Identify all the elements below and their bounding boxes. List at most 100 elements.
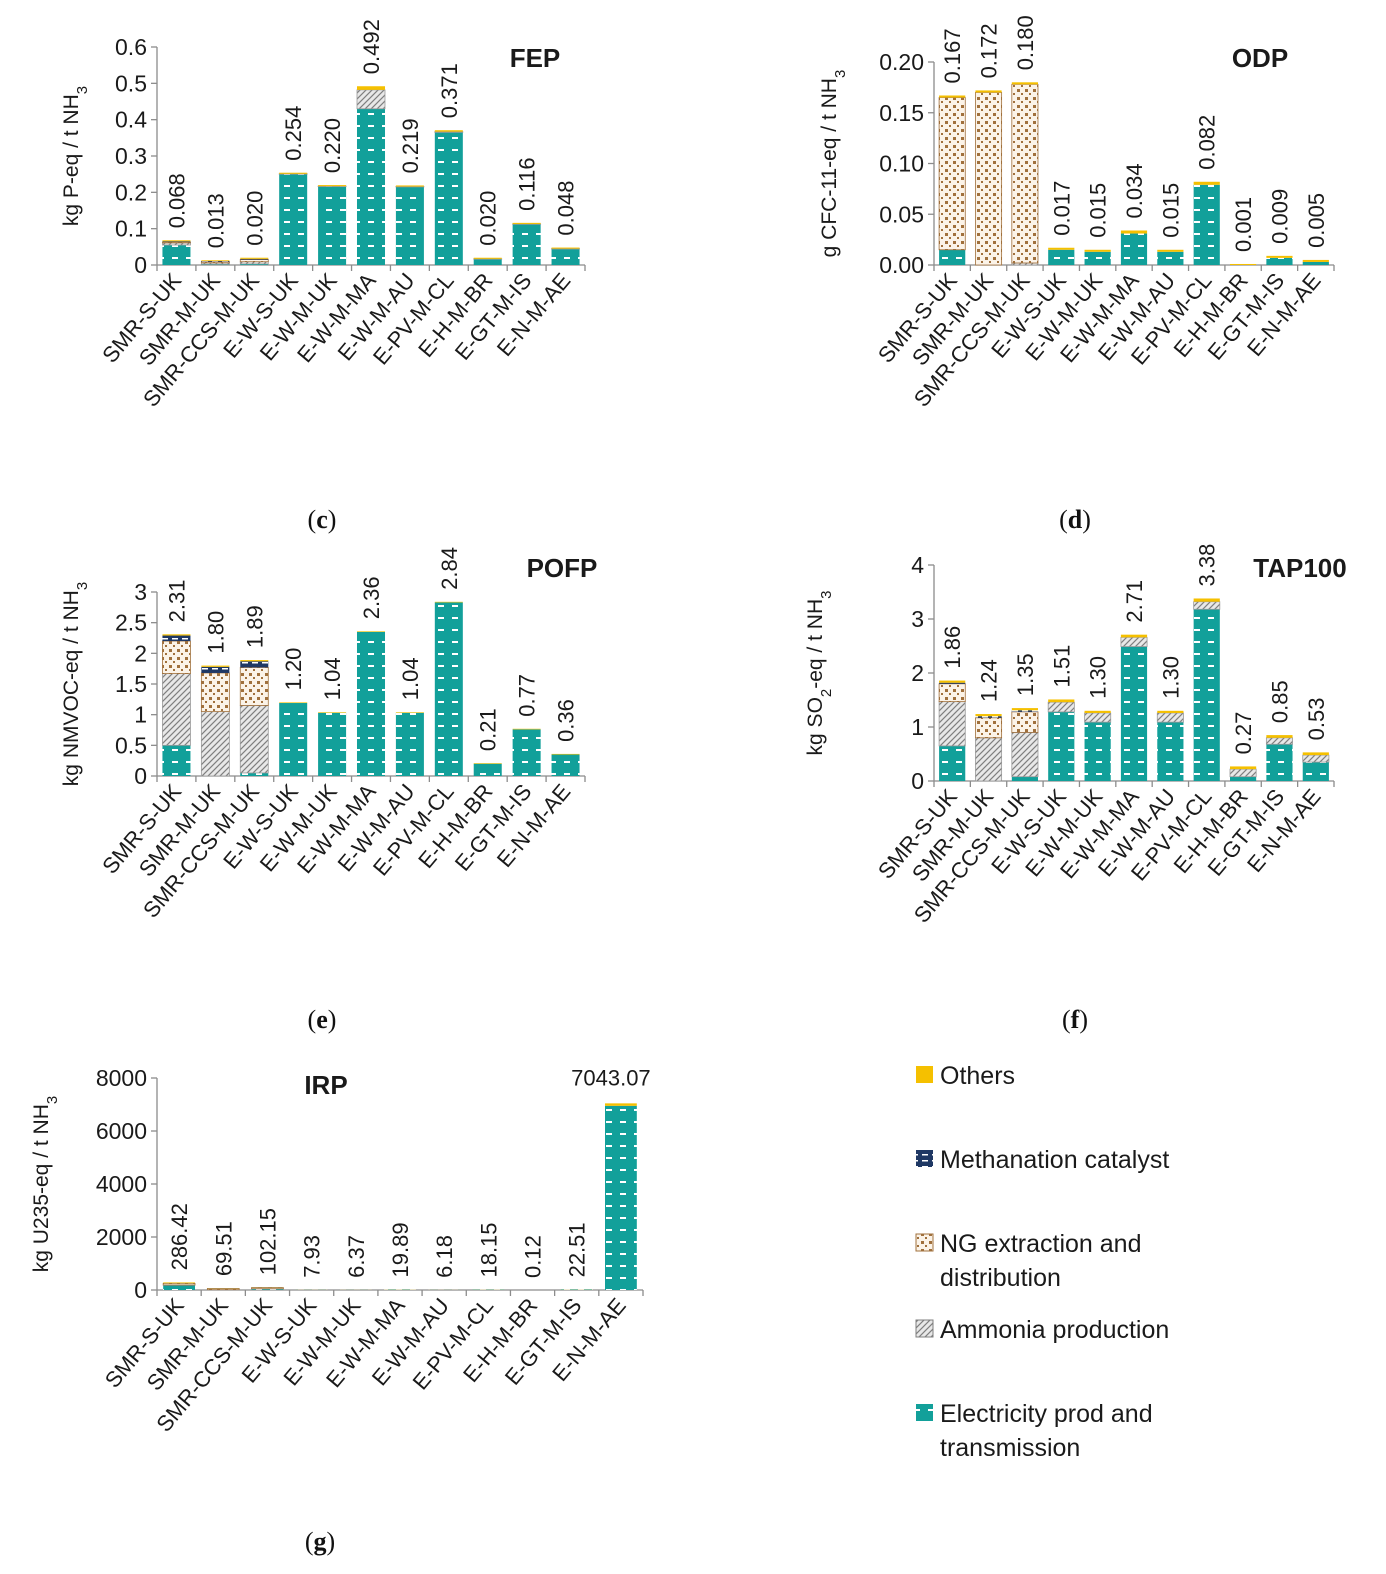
bar-segment-methanation xyxy=(975,716,1002,718)
chart-title: ODP xyxy=(1232,43,1288,73)
bar-segment-electricity xyxy=(240,263,269,265)
bar-segment-ng xyxy=(239,667,269,706)
y-tick-label: 0.15 xyxy=(879,100,924,126)
y-axis-label-subscript: 3 xyxy=(74,582,91,590)
bar-segment-electricity xyxy=(1266,744,1293,781)
y-axis-label-subscript: 3 xyxy=(818,591,835,599)
panel-label-close: ) xyxy=(1079,1005,1088,1034)
chart-odp: 0.000.050.100.150.20 0.167SMR-S-UK0.172SM… xyxy=(818,15,1335,534)
y-tick-label: 0.5 xyxy=(115,70,147,96)
data-label: 1.20 xyxy=(281,648,306,691)
bar-segment-ammonia xyxy=(1229,768,1257,778)
bar-segment-ammonia xyxy=(975,737,1003,782)
y-axis-label-text: kg SO xyxy=(804,697,827,755)
y-tick-label: 2000 xyxy=(96,1224,147,1250)
bar-segment-others xyxy=(1193,598,1220,602)
data-label: 18.15 xyxy=(476,1222,501,1277)
bar-segment-ng xyxy=(1011,711,1039,733)
y-tick-label: 3 xyxy=(911,606,924,632)
bar-segment-ammonia xyxy=(1193,601,1221,610)
y-axis-label: g CFC-11-eq / t NH3 xyxy=(818,70,849,258)
bar-segment-others xyxy=(434,601,463,603)
bar-segment-electricity xyxy=(279,174,308,265)
panel-label-close: ) xyxy=(327,1527,336,1556)
data-label: 0.009 xyxy=(1267,189,1292,244)
panel-label-letter: f xyxy=(1071,1005,1080,1034)
data-label: 1.30 xyxy=(1086,656,1111,699)
bar-segment-electricity xyxy=(162,245,191,265)
bar-segment-ammonia xyxy=(938,701,966,747)
panel-label-close: ) xyxy=(328,505,337,534)
legend-item-electricity: Electricity prod and transmission xyxy=(916,1400,1153,1462)
data-label: 0.36 xyxy=(554,699,579,742)
bar-segment-ng xyxy=(938,97,966,251)
bar-segment-methanation xyxy=(939,682,966,684)
y-tick-label: 0 xyxy=(911,768,924,794)
y-axis-label-text: kg NMVOC-eq / t NH xyxy=(60,590,83,786)
bar-segment-ng xyxy=(200,672,230,713)
data-label: 0.172 xyxy=(977,23,1002,78)
bar-segment-methanation xyxy=(1011,710,1038,712)
data-label: 0.005 xyxy=(1304,193,1329,248)
chart-irp: 02000400060008000286.42SMR-S-UK69.51SMR-… xyxy=(30,1065,651,1556)
bar-segment-ammonia xyxy=(1120,636,1148,647)
bar-segment-methanation xyxy=(162,241,191,243)
bar-segment-electricity xyxy=(318,186,347,265)
y-axis-label-subscript: 3 xyxy=(74,86,91,94)
bar-segment-electricity xyxy=(473,259,502,265)
bar-segment-electricity xyxy=(1266,257,1293,265)
y-tick-label: 2 xyxy=(911,660,924,686)
y-tick-label: 2 xyxy=(134,640,147,666)
bar-segment-methanation xyxy=(240,661,269,668)
data-label: 6.37 xyxy=(344,1235,369,1278)
bar-segment-methanation xyxy=(201,261,230,262)
legend-item-ng: NG extraction and distribution xyxy=(915,1230,1142,1292)
bar-segment-others xyxy=(939,95,966,98)
bar-segment-others xyxy=(551,247,580,249)
bar-segment-electricity xyxy=(512,729,541,776)
bar-segment-electricity xyxy=(434,132,463,265)
bar-segment-others xyxy=(551,753,580,755)
bar-segment-electricity xyxy=(318,712,347,776)
data-label: 1.89 xyxy=(242,605,267,648)
y-tick-label: 3 xyxy=(134,579,147,605)
y-tick-label: 0.5 xyxy=(115,732,147,758)
bar-segment-electricity xyxy=(1120,233,1148,265)
bar-segment-others xyxy=(279,702,308,704)
y-tick-label: 0 xyxy=(134,1277,147,1303)
y-tick-label: 8000 xyxy=(96,1065,147,1091)
bar-segment-electricity xyxy=(434,602,463,776)
panel-label: (f) xyxy=(1062,1005,1088,1034)
data-label: 0.27 xyxy=(1231,712,1256,755)
y-tick-label: 0.10 xyxy=(879,151,924,177)
bar-segment-electricity xyxy=(939,249,966,265)
bar-segment-others xyxy=(1266,255,1293,258)
bar-segment-ammonia xyxy=(1047,701,1075,713)
bar-segment-electricity xyxy=(1048,711,1075,781)
panel-label-letter: g xyxy=(314,1527,327,1556)
data-label: 0.020 xyxy=(242,191,267,246)
data-label: 69.51 xyxy=(211,1221,236,1276)
bar-segment-ammonia xyxy=(162,673,191,746)
bar-segment-electricity xyxy=(473,763,502,776)
panel-label-letter: e xyxy=(316,1005,328,1034)
y-tick-label: 0.1 xyxy=(115,216,147,242)
bar-segment-others xyxy=(395,185,424,187)
data-label: 0.001 xyxy=(1231,197,1256,252)
legend-item-methanation: Methanation catalyst xyxy=(916,1146,1169,1174)
bar-segment-electricity xyxy=(551,249,580,265)
bar-segment-electricity xyxy=(356,631,386,776)
data-label: 1.80 xyxy=(203,611,228,654)
panel-label-open: ( xyxy=(308,1005,317,1034)
data-label: 0.167 xyxy=(940,28,965,83)
data-label: 1.35 xyxy=(1013,653,1038,696)
legend-swatch-ammonia xyxy=(915,1319,934,1338)
data-label: 1.24 xyxy=(977,659,1002,702)
data-label: 1.86 xyxy=(940,626,965,669)
y-tick-label: 4 xyxy=(911,552,924,578)
data-label: 22.51 xyxy=(565,1222,590,1277)
bar-segment-others xyxy=(1048,247,1075,250)
panel-label-open: ( xyxy=(1062,1005,1071,1034)
bar-segment-others xyxy=(318,185,347,187)
legend-label: Ammonia production xyxy=(940,1316,1169,1344)
